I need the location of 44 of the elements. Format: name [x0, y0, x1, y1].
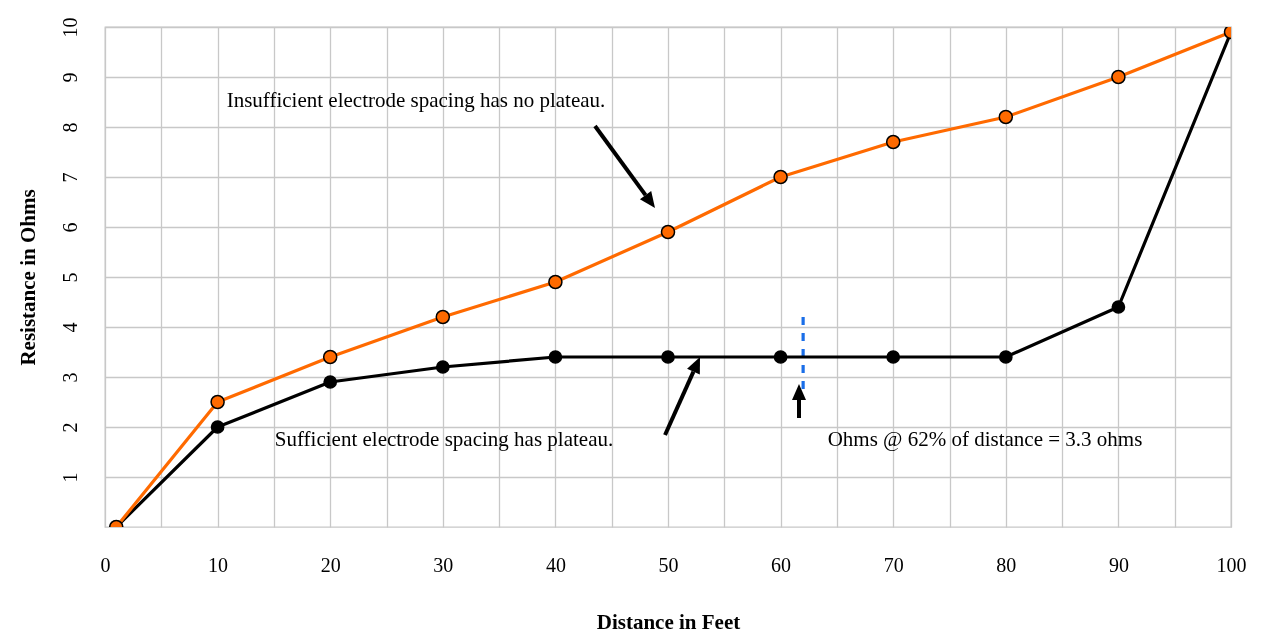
- y-tick-label: 3: [58, 372, 81, 383]
- annotation: Sufficient electrode spacing has plateau.: [274, 427, 614, 451]
- x-tick-label: 90: [1108, 553, 1129, 576]
- point: [1111, 69, 1126, 85]
- y-tick-label: 1: [58, 472, 81, 483]
- x-tick-label: 70: [883, 553, 904, 576]
- point: [548, 350, 563, 364]
- point: [548, 274, 563, 290]
- point: [660, 224, 676, 240]
- y-axis-title: Resistance in Ohms: [15, 189, 40, 366]
- point: [998, 109, 1014, 125]
- x-tick-label: 50: [658, 553, 679, 576]
- x-tick-label: 40: [545, 553, 566, 576]
- x-tick-label: 20: [320, 553, 341, 576]
- y-tick-label: 2: [58, 422, 81, 433]
- point: [1111, 300, 1126, 314]
- point: [210, 394, 225, 410]
- point: [885, 134, 901, 150]
- y-tick-label: 6: [58, 222, 81, 233]
- point: [435, 309, 451, 325]
- point: [210, 420, 225, 434]
- point: [773, 169, 788, 185]
- point: [773, 350, 788, 364]
- x-tick-label: 0: [100, 553, 111, 576]
- y-tick-label: 9: [58, 72, 81, 83]
- y-tick-label: 10: [58, 17, 81, 38]
- point: [661, 350, 675, 364]
- y-tick-label: 8: [58, 122, 81, 133]
- point: [322, 349, 338, 365]
- y-tick-label: 4: [58, 322, 81, 333]
- point: [998, 350, 1013, 364]
- point: [435, 360, 450, 374]
- x-tick-label: 30: [433, 553, 454, 576]
- x-tick-label: 10: [208, 553, 229, 576]
- point: [886, 350, 901, 364]
- point: [323, 375, 338, 389]
- x-tick-label: 60: [771, 553, 792, 576]
- y-tick-label: 5: [58, 272, 81, 283]
- annotation: Ohms @ 62% of distance = 3.3 ohms: [827, 427, 1143, 451]
- annotation: Insufficient electrode spacing has no plateau.: [226, 88, 606, 112]
- y-tick-label: 7: [58, 172, 81, 183]
- x-tick-label: 100: [1216, 553, 1247, 576]
- x-tick-label: 80: [996, 553, 1017, 576]
- x-axis-title: Distance in Feet: [596, 609, 741, 634]
